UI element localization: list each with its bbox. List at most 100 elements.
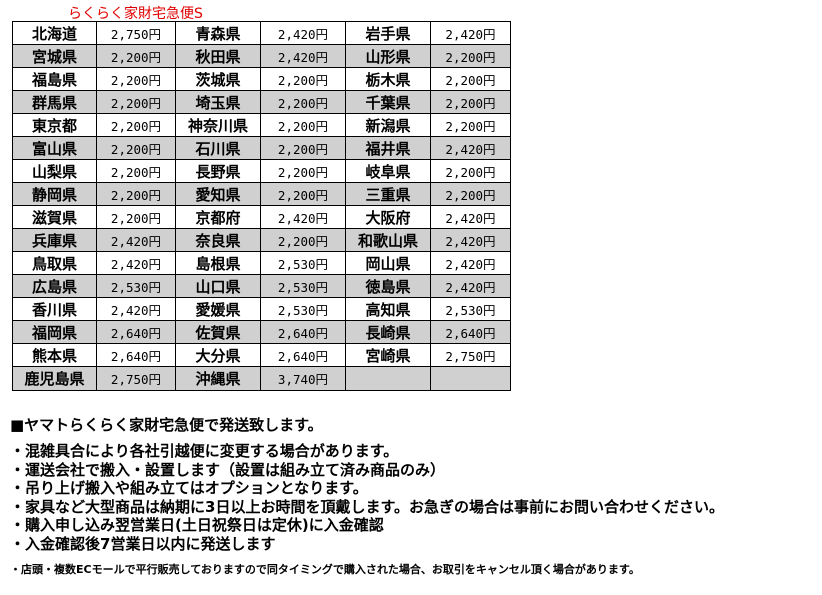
prefecture-cell: 福井県 bbox=[345, 136, 431, 160]
prefecture-cell: 鹿児島県 bbox=[12, 366, 97, 391]
table-row: 山梨県 2,200円 長野県 2,200円 岐阜県 2,200円 bbox=[12, 159, 511, 183]
price-cell: 2,420円 bbox=[430, 21, 511, 45]
prefecture-cell: 和歌山県 bbox=[345, 228, 431, 252]
prefecture-cell: 山口県 bbox=[175, 274, 261, 298]
prefecture-cell: 茨城県 bbox=[175, 67, 261, 91]
table-row: 静岡県 2,200円 愛知県 2,200円 三重県 2,200円 bbox=[12, 182, 511, 206]
price-cell bbox=[430, 366, 511, 391]
price-cell: 2,200円 bbox=[430, 159, 511, 183]
prefecture-cell: 山形県 bbox=[345, 44, 431, 68]
prefecture-cell: 東京都 bbox=[12, 113, 97, 137]
table-row: 香川県 2,420円 愛媛県 2,530円 高知県 2,530円 bbox=[12, 297, 511, 321]
prefecture-cell: 栃木県 bbox=[345, 67, 431, 91]
price-cell: 2,200円 bbox=[260, 67, 346, 91]
prefecture-cell: 富山県 bbox=[12, 136, 97, 160]
prefecture-cell: 福島県 bbox=[12, 67, 97, 91]
price-cell: 2,200円 bbox=[96, 159, 176, 183]
price-cell: 2,530円 bbox=[260, 274, 346, 298]
prefecture-cell: 広島県 bbox=[12, 274, 97, 298]
prefecture-cell: 鳥取県 bbox=[12, 251, 97, 275]
price-cell: 2,750円 bbox=[96, 366, 176, 391]
price-cell: 2,640円 bbox=[96, 343, 176, 367]
table-row: 宮城県 2,200円 秋田県 2,420円 山形県 2,200円 bbox=[12, 44, 511, 68]
price-cell: 2,200円 bbox=[260, 159, 346, 183]
price-cell: 2,200円 bbox=[430, 44, 511, 68]
prefecture-cell: 青森県 bbox=[175, 21, 261, 45]
prefecture-cell: 埼玉県 bbox=[175, 90, 261, 114]
price-cell: 2,420円 bbox=[430, 205, 511, 229]
prefecture-cell: 石川県 bbox=[175, 136, 261, 160]
table-row: 北海道 2,750円 青森県 2,420円 岩手県 2,420円 bbox=[12, 21, 511, 45]
price-cell: 2,200円 bbox=[260, 182, 346, 206]
table-row: 富山県 2,200円 石川県 2,200円 福井県 2,420円 bbox=[12, 136, 511, 160]
table-row: 東京都 2,200円 神奈川県 2,200円 新潟県 2,200円 bbox=[12, 113, 511, 137]
price-cell: 2,750円 bbox=[430, 343, 511, 367]
prefecture-cell: 徳島県 bbox=[345, 274, 431, 298]
notes-heading: ■ヤマトらくらく家財宅急便で発送致します。 bbox=[10, 416, 323, 434]
prefecture-cell: 新潟県 bbox=[345, 113, 431, 137]
prefecture-cell: 大阪府 bbox=[345, 205, 431, 229]
prefecture-cell: 山梨県 bbox=[12, 159, 97, 183]
price-cell: 2,200円 bbox=[96, 44, 176, 68]
prefecture-cell bbox=[345, 366, 431, 391]
prefecture-cell: 宮城県 bbox=[12, 44, 97, 68]
note-line: ・入金確認後7営業日以内に発送します bbox=[10, 534, 276, 553]
price-cell: 2,420円 bbox=[430, 274, 511, 298]
table-row: 福島県 2,200円 茨城県 2,200円 栃木県 2,200円 bbox=[12, 67, 511, 91]
note-line: ・混雑具合により各社引越便に変更する場合があります。 bbox=[10, 442, 399, 460]
price-cell: 2,200円 bbox=[260, 228, 346, 252]
price-cell: 2,640円 bbox=[260, 343, 346, 367]
prefecture-cell: 秋田県 bbox=[175, 44, 261, 68]
price-cell: 2,640円 bbox=[260, 320, 346, 344]
shipping-rate-table: 北海道 2,750円 青森県 2,420円 岩手県 2,420円 宮城県 2,200円 秋田県 2… bbox=[12, 21, 511, 391]
note-small: ・店頭・複数ECモールで平行販売しておりますので同タイミングで購入された場合、お… bbox=[10, 563, 640, 576]
prefecture-cell: 岡山県 bbox=[345, 251, 431, 275]
table-title: らくらく家財宅急便S bbox=[68, 6, 203, 22]
table-row: 滋賀県 2,200円 京都府 2,420円 大阪府 2,420円 bbox=[12, 205, 511, 229]
price-cell: 2,530円 bbox=[260, 297, 346, 321]
price-cell: 2,420円 bbox=[96, 251, 176, 275]
price-cell: 2,420円 bbox=[430, 251, 511, 275]
prefecture-cell: 長崎県 bbox=[345, 320, 431, 344]
price-cell: 3,740円 bbox=[260, 366, 346, 391]
price-cell: 2,200円 bbox=[96, 113, 176, 137]
price-cell: 2,530円 bbox=[430, 297, 511, 321]
prefecture-cell: 熊本県 bbox=[12, 343, 97, 367]
table-row: 群馬県 2,200円 埼玉県 2,200円 千葉県 2,200円 bbox=[12, 90, 511, 114]
prefecture-cell: 愛知県 bbox=[175, 182, 261, 206]
note-line: ・購入申し込み翌営業日(土日祝祭日は定休)に入金確認 bbox=[10, 516, 384, 534]
price-cell: 2,640円 bbox=[96, 320, 176, 344]
table-row: 福岡県 2,640円 佐賀県 2,640円 長崎県 2,640円 bbox=[12, 320, 511, 344]
price-cell: 2,200円 bbox=[96, 67, 176, 91]
prefecture-cell: 島根県 bbox=[175, 251, 261, 275]
prefecture-cell: 静岡県 bbox=[12, 182, 97, 206]
price-cell: 2,200円 bbox=[96, 90, 176, 114]
price-cell: 2,420円 bbox=[430, 136, 511, 160]
table-row: 熊本県 2,640円 大分県 2,640円 宮崎県 2,750円 bbox=[12, 343, 511, 367]
prefecture-cell: 岐阜県 bbox=[345, 159, 431, 183]
shipping-notes: ■ヤマトらくらく家財宅急便で発送致します。 ・混雑具合により各社引越便に変更する… bbox=[10, 414, 724, 577]
table-row: 鹿児島県 2,750円 沖縄県 3,740円 bbox=[12, 366, 511, 391]
prefecture-cell: 兵庫県 bbox=[12, 228, 97, 252]
prefecture-cell: 北海道 bbox=[12, 21, 97, 45]
prefecture-cell: 沖縄県 bbox=[175, 366, 261, 391]
price-cell: 2,200円 bbox=[260, 136, 346, 160]
prefecture-cell: 奈良県 bbox=[175, 228, 261, 252]
price-cell: 2,200円 bbox=[96, 136, 176, 160]
prefecture-cell: 長野県 bbox=[175, 159, 261, 183]
price-cell: 2,420円 bbox=[96, 228, 176, 252]
price-cell: 2,530円 bbox=[260, 251, 346, 275]
price-cell: 2,640円 bbox=[430, 320, 511, 344]
price-cell: 2,750円 bbox=[96, 21, 176, 45]
prefecture-cell: 千葉県 bbox=[345, 90, 431, 114]
price-cell: 2,200円 bbox=[96, 182, 176, 206]
prefecture-cell: 京都府 bbox=[175, 205, 261, 229]
price-cell: 2,530円 bbox=[96, 274, 176, 298]
price-cell: 2,200円 bbox=[260, 113, 346, 137]
price-cell: 2,200円 bbox=[430, 67, 511, 91]
price-cell: 2,420円 bbox=[430, 228, 511, 252]
prefecture-cell: 群馬県 bbox=[12, 90, 97, 114]
price-cell: 2,420円 bbox=[96, 297, 176, 321]
prefecture-cell: 岩手県 bbox=[345, 21, 431, 45]
prefecture-cell: 宮崎県 bbox=[345, 343, 431, 367]
